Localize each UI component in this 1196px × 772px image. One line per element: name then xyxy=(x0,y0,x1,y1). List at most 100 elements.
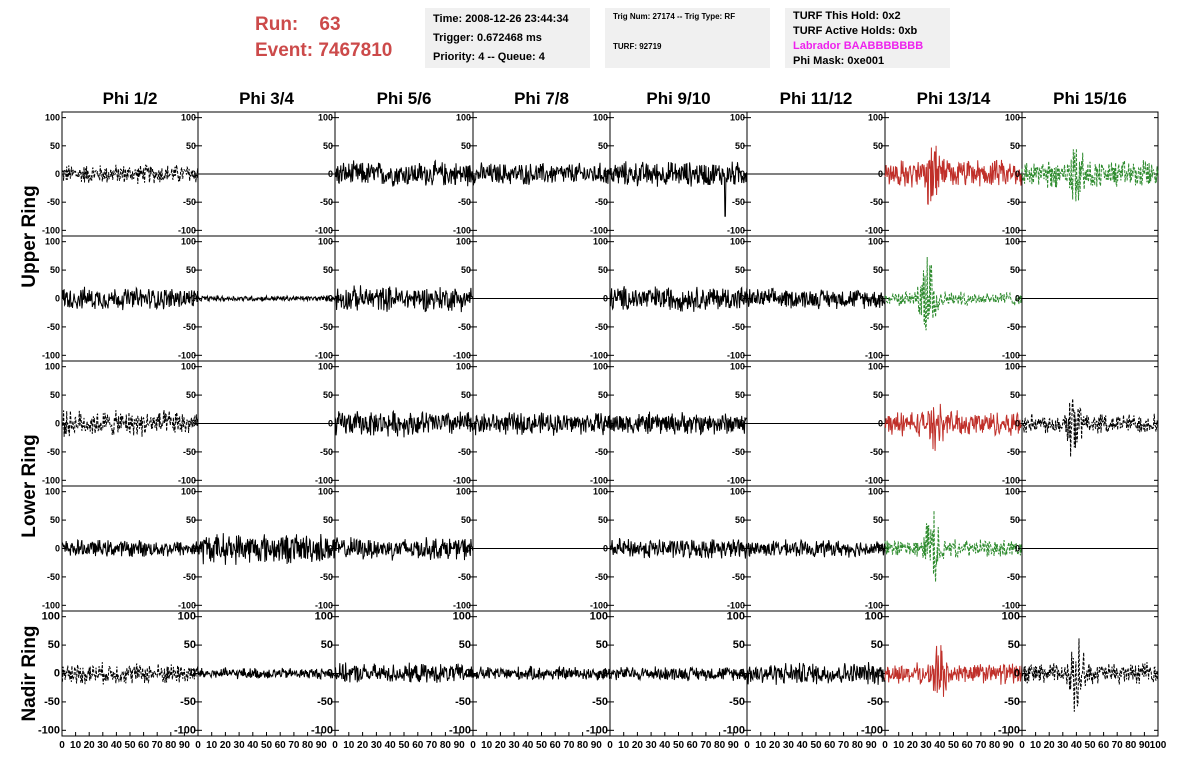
waveform-panel: 100 50 0 -50 -100 xyxy=(453,485,611,612)
y-tick-label: -50 xyxy=(732,322,745,332)
y-tick-label: -100 xyxy=(42,350,60,360)
turf-info-box: TURF This Hold: 0x2 TURF Active Holds: 0… xyxy=(785,8,950,68)
x-tick-label: 90 xyxy=(316,740,328,751)
y-tick-label: -50 xyxy=(320,447,333,457)
x-tick-label: 0 xyxy=(470,740,476,751)
y-tick-label: 100 xyxy=(593,487,608,497)
y-tick-label: 0 xyxy=(55,169,60,179)
y-tick-label: -50 xyxy=(44,696,60,708)
y-tick-label: -50 xyxy=(183,197,196,207)
y-tick-label: 100 xyxy=(590,611,608,623)
x-tick-label: 60 xyxy=(824,740,836,751)
y-tick-label: -50 xyxy=(183,447,196,457)
time-info-box: Time: 2008-12-26 23:44:34 Trigger: 0.672… xyxy=(425,8,590,68)
y-tick-label: 100 xyxy=(318,237,333,247)
y-tick-label: 50 xyxy=(50,515,60,525)
y-tick-label: 50 xyxy=(735,390,745,400)
x-tick-label: 10 xyxy=(893,740,905,751)
x-tick-label: 30 xyxy=(783,740,795,751)
x-tick-label: 40 xyxy=(111,740,123,751)
waveform-trace xyxy=(884,403,1023,451)
y-tick-label: 100 xyxy=(1005,237,1020,247)
waveform-trace xyxy=(609,665,748,682)
y-tick-label: 0 xyxy=(1015,419,1020,429)
waveform-panel: 100 50 0 -50 -100 xyxy=(178,485,336,612)
y-tick-label: 0 xyxy=(878,544,883,554)
y-tick-label: -50 xyxy=(458,572,471,582)
waveform-trace xyxy=(61,286,199,311)
waveform-panel: 100 50 0 -50 -100 xyxy=(590,485,748,612)
y-tick-label: -50 xyxy=(592,696,608,708)
y-tick-label: -50 xyxy=(867,696,883,708)
x-tick-label: 70 xyxy=(838,740,850,751)
y-tick-label: -50 xyxy=(183,572,196,582)
y-tick-label: -100 xyxy=(865,600,883,610)
x-tick-label: 30 xyxy=(97,740,109,751)
y-tick-label: -50 xyxy=(183,322,196,332)
y-tick-label: -50 xyxy=(47,197,60,207)
y-tick-label: 0 xyxy=(328,294,333,304)
y-tick-label: -100 xyxy=(723,724,745,736)
y-tick-label: 100 xyxy=(865,611,883,623)
y-tick-label: 50 xyxy=(873,515,883,525)
y-tick-label: 0 xyxy=(878,294,883,304)
y-tick-label: 100 xyxy=(453,611,471,623)
y-tick-label: 0 xyxy=(1015,169,1020,179)
x-tick-label: 10 xyxy=(618,740,630,751)
x-tick-label: 10 xyxy=(206,740,218,751)
x-tick-label: 50 xyxy=(673,740,685,751)
y-tick-label: -100 xyxy=(453,225,471,235)
y-tick-label: 0 xyxy=(55,294,60,304)
waveform-panel: 100 50 0 -50 -100 xyxy=(1002,485,1159,612)
x-tick-label: 40 xyxy=(797,740,809,751)
y-tick-label: 0 xyxy=(191,294,196,304)
y-tick-label: -50 xyxy=(1007,447,1020,457)
turf-active-text: TURF Active Holds: 0xb xyxy=(793,25,918,37)
y-tick-label: -100 xyxy=(42,600,60,610)
x-tick-label: 50 xyxy=(398,740,410,751)
y-tick-label: 50 xyxy=(461,390,471,400)
x-tick-label: 80 xyxy=(302,740,314,751)
y-tick-label: 50 xyxy=(186,265,196,275)
x-tick-label: 20 xyxy=(495,740,507,751)
y-tick-label: 50 xyxy=(871,639,883,651)
y-tick-label: -50 xyxy=(732,447,745,457)
x-tick-label: 10 xyxy=(343,740,355,751)
y-tick-label: 0 xyxy=(603,544,608,554)
x-tick-label: 70 xyxy=(563,740,575,751)
x-tick-label: 90 xyxy=(1139,740,1151,751)
y-tick-label: 100 xyxy=(45,487,60,497)
y-tick-label: -100 xyxy=(178,350,196,360)
y-tick-label: -100 xyxy=(174,724,196,736)
x-tick-label: 20 xyxy=(357,740,369,751)
y-tick-label: 0 xyxy=(191,544,196,554)
y-tick-label: 100 xyxy=(318,487,333,497)
y-tick-label: 100 xyxy=(178,611,196,623)
y-tick-label: 100 xyxy=(730,487,745,497)
waveform-panel: 100 50 0 -50 -100 xyxy=(315,360,474,487)
x-tick-label: 70 xyxy=(700,740,712,751)
x-tick-label: 0 xyxy=(332,740,338,751)
y-tick-label: 0 xyxy=(603,419,608,429)
y-tick-label: 50 xyxy=(735,141,745,151)
waveform-trace xyxy=(1021,148,1159,202)
x-tick-label: 10 xyxy=(755,740,767,751)
x-tick-label: 60 xyxy=(687,740,699,751)
y-tick-label: 50 xyxy=(461,515,471,525)
waveform-trace xyxy=(334,409,474,438)
x-tick-label: 50 xyxy=(124,740,136,751)
x-tick-label: 30 xyxy=(371,740,383,751)
waveform-trace xyxy=(61,410,199,437)
y-tick-label: 50 xyxy=(735,265,745,275)
waveform-panel: 100 50 0 -50 -100 xyxy=(727,485,886,612)
y-tick-label: 100 xyxy=(1005,487,1020,497)
y-tick-label: 100 xyxy=(318,362,333,372)
waveform-trace xyxy=(334,662,474,683)
y-tick-label: 0 xyxy=(740,419,745,429)
x-tick-label: 0 xyxy=(607,740,613,751)
y-tick-label: -100 xyxy=(590,600,608,610)
y-tick-label: 0 xyxy=(191,169,196,179)
x-tick-label: 90 xyxy=(179,740,191,751)
y-tick-label: 0 xyxy=(328,419,333,429)
